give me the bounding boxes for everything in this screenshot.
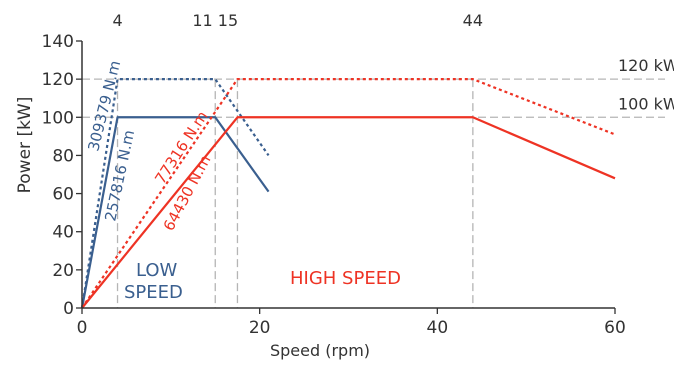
y-tick-label-40: 40 bbox=[52, 223, 74, 243]
series-layer bbox=[80, 78, 616, 309]
x-tick-label-20: 20 bbox=[249, 318, 271, 338]
top-axis-labels: 4 11 15 44 bbox=[112, 11, 483, 30]
axis-ticks: 0 20 40 60 80 100 120 140 0 20 40 60 bbox=[42, 32, 626, 338]
series-high-speed-dotted bbox=[81, 78, 616, 309]
x-tick-label-40: 40 bbox=[427, 318, 449, 338]
x-axis-title: Speed (rpm) bbox=[270, 341, 370, 360]
y-tick-label-140: 140 bbox=[42, 32, 74, 52]
y-axis-title: Power [kW] bbox=[15, 97, 35, 194]
top-axis-label-15: 11 15 bbox=[192, 11, 238, 30]
low-speed-label-line2: SPEED bbox=[124, 282, 183, 303]
y-tick-label-80: 80 bbox=[52, 146, 74, 166]
low-speed-label-line1: LOW bbox=[136, 260, 178, 281]
y-tick-label-20: 20 bbox=[52, 261, 74, 281]
x-tick-label-0: 0 bbox=[77, 318, 88, 338]
right-label-120: 120 kW bbox=[618, 56, 674, 75]
right-power-labels: 120 kW 100 kW bbox=[618, 56, 674, 113]
top-axis-label-4: 4 bbox=[112, 11, 122, 30]
x-tick-label-60: 60 bbox=[604, 318, 626, 338]
y-tick-label-100: 100 bbox=[42, 108, 74, 128]
series-low-speed-dotted bbox=[80, 78, 270, 309]
y-tick-label-0: 0 bbox=[63, 299, 74, 319]
y-tick-label-120: 120 bbox=[42, 70, 74, 90]
top-axis-label-44: 44 bbox=[463, 11, 483, 30]
y-tick-label-60: 60 bbox=[52, 185, 74, 205]
series-high-speed-solid bbox=[81, 116, 616, 309]
right-label-100: 100 kW bbox=[618, 94, 674, 113]
high-speed-label: HIGH SPEED bbox=[290, 268, 401, 289]
series-low-speed-solid bbox=[80, 116, 270, 309]
